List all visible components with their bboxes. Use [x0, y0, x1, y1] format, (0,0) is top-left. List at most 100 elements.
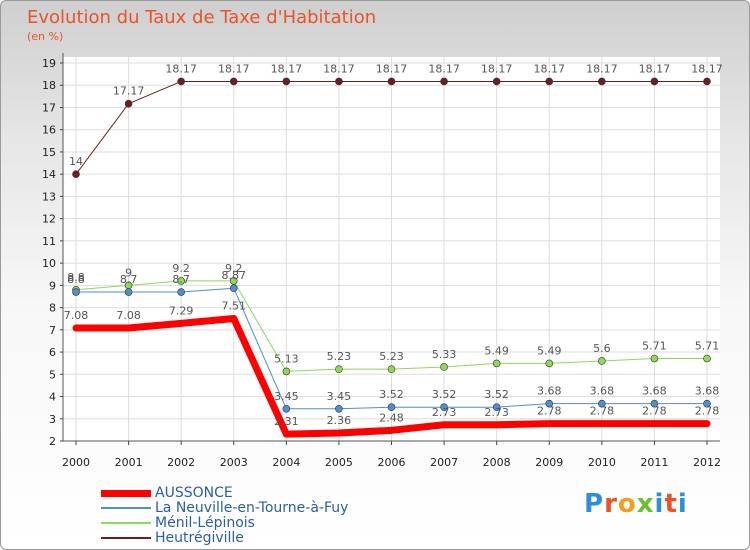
data-point-la-neuville-en-tourne-a-fuy [492, 403, 501, 412]
data-label-menil-lepinois: 5.49 [537, 344, 562, 357]
data-label-menil-lepinois: 5.23 [379, 350, 404, 363]
data-label-aussonce: 2.78 [590, 405, 615, 418]
y-tick-label: 4 [49, 391, 56, 404]
y-tick-label: 8 [49, 302, 56, 315]
data-label-aussonce: 7.29 [169, 304, 194, 317]
data-label-la-neuville-en-tourne-a-fuy: 8.7 [120, 273, 138, 286]
legend-label: Ménil-Lépinois [155, 515, 255, 531]
data-point-la-neuville-en-tourne-a-fuy [124, 288, 133, 296]
data-labels: 14 17.17 18.17 18.17 18.17 18.17 18.17 18.17 18.… [64, 62, 723, 428]
x-tick-label: 2008 [483, 456, 511, 469]
data-label-heutregiville: 18.17 [428, 62, 460, 75]
data-label-menil-lepinois: 5.71 [695, 340, 720, 353]
data-point-la-neuville-en-tourne-a-fuy [229, 284, 238, 293]
data-label-la-neuville-en-tourne-a-fuy: 8.7 [172, 273, 190, 286]
data-point-heutregiville [703, 77, 711, 86]
brand-logo: Proxiti [584, 489, 688, 519]
series-line-aussonce [72, 314, 711, 438]
legend-swatch [101, 537, 151, 539]
x-tick-label: 2009 [535, 456, 563, 469]
data-label-menil-lepinois: 5.6 [593, 342, 611, 355]
x-tick-label: 2010 [588, 456, 616, 469]
chart-title: Evolution du Taux de Taxe d'Habitation [27, 7, 377, 28]
data-point-heutregiville [124, 99, 133, 108]
data-label-aussonce: 2.73 [432, 406, 457, 419]
data-point-la-neuville-en-tourne-a-fuy [335, 404, 343, 413]
data-label-heutregiville: 18.17 [376, 62, 408, 75]
data-point-menil-lepinois [598, 357, 606, 365]
data-point-menil-lepinois [387, 365, 396, 373]
x-tick-label: 2002 [167, 456, 195, 469]
y-tick-label: 12 [42, 213, 56, 226]
legend-swatch [101, 507, 151, 509]
data-label-menil-lepinois: 8.8 [67, 271, 85, 284]
data-label-la-neuville-en-tourne-a-fuy: 3.68 [695, 385, 720, 398]
data-point-la-neuville-en-tourne-a-fuy [387, 403, 396, 412]
data-label-aussonce: 2.78 [642, 405, 667, 418]
data-point-la-neuville-en-tourne-a-fuy [440, 403, 448, 412]
data-label-aussonce: 2.48 [379, 411, 404, 424]
legend-swatch [101, 522, 151, 524]
data-label-la-neuville-en-tourne-a-fuy: 8.87 [222, 269, 247, 282]
x-tick-label: 2000 [62, 456, 90, 469]
data-label-la-neuville-en-tourne-a-fuy: 8.8 [67, 273, 85, 286]
x-tick-label: 2007 [430, 456, 458, 469]
data-label-heutregiville: 18.17 [218, 62, 250, 75]
data-point-menil-lepinois [440, 363, 448, 371]
data-point-heutregiville [177, 77, 185, 86]
data-label-heutregiville: 18.17 [586, 62, 618, 75]
y-tick-label: 15 [42, 146, 56, 159]
x-tick-label: 2001 [115, 456, 143, 469]
y-tick-label: 13 [42, 190, 56, 203]
data-label-menil-lepinois: 9 [125, 266, 132, 279]
series-group [72, 77, 711, 438]
data-point-la-neuville-en-tourne-a-fuy [598, 399, 606, 408]
data-label-heutregiville: 14 [69, 155, 83, 168]
data-point-menil-lepinois [492, 359, 501, 368]
data-label-aussonce: 2.31 [274, 415, 299, 428]
data-point-la-neuville-en-tourne-a-fuy [650, 399, 659, 408]
data-point-la-neuville-en-tourne-a-fuy [282, 404, 291, 413]
legend-label: Heutrégiville [155, 530, 244, 546]
y-tick-label: 19 [42, 57, 56, 70]
data-label-la-neuville-en-tourne-a-fuy: 3.68 [642, 385, 667, 398]
data-label-la-neuville-en-tourne-a-fuy: 3.52 [484, 388, 509, 401]
x-tick-label: 2005 [325, 456, 353, 469]
data-point-menil-lepinois [177, 277, 185, 285]
data-label-la-neuville-en-tourne-a-fuy: 3.68 [590, 385, 615, 398]
data-point-menil-lepinois [545, 359, 554, 368]
legend-label: La Neuville-en-Tourne-à-Fuy [155, 500, 349, 516]
data-label-la-neuville-en-tourne-a-fuy: 3.45 [274, 390, 299, 403]
brand-letter: P [584, 489, 605, 519]
data-label-menil-lepinois: 9.2 [225, 262, 243, 275]
brand-letter: o [617, 489, 637, 519]
data-label-heutregiville: 18.17 [534, 62, 566, 75]
x-tick-label: 2006 [378, 456, 406, 469]
data-label-heutregiville: 18.17 [323, 62, 355, 75]
x-tick-label: 2012 [693, 456, 721, 469]
brand-letter: x [636, 489, 655, 519]
y-tick-label: 11 [42, 235, 56, 248]
legend-label: AUSSONCE [155, 485, 233, 501]
y-tick-label: 9 [49, 279, 56, 292]
data-point-heutregiville [492, 77, 501, 86]
data-point-menil-lepinois [335, 365, 343, 373]
axes: 2 3 4 5 6 7 8 9 10 11 12 13 14 15 16 17 18 19 2000 2001 2002… [42, 53, 721, 469]
data-point-menil-lepinois [282, 367, 291, 376]
data-point-heutregiville [598, 77, 606, 86]
data-label-heutregiville: 17.17 [113, 85, 145, 98]
data-label-heutregiville: 18.17 [165, 62, 197, 75]
y-tick-label: 10 [42, 257, 56, 270]
brand-letter: i [654, 489, 665, 519]
brand-letter: r [604, 489, 618, 519]
data-label-heutregiville: 18.17 [691, 62, 723, 75]
y-tick-label: 7 [49, 324, 56, 337]
data-point-la-neuville-en-tourne-a-fuy [177, 288, 185, 296]
data-label-heutregiville: 18.17 [481, 62, 513, 75]
data-point-heutregiville [229, 77, 238, 86]
data-point-menil-lepinois [650, 354, 659, 363]
data-point-la-neuville-en-tourne-a-fuy [703, 399, 711, 408]
data-label-menil-lepinois: 5.23 [327, 350, 352, 363]
